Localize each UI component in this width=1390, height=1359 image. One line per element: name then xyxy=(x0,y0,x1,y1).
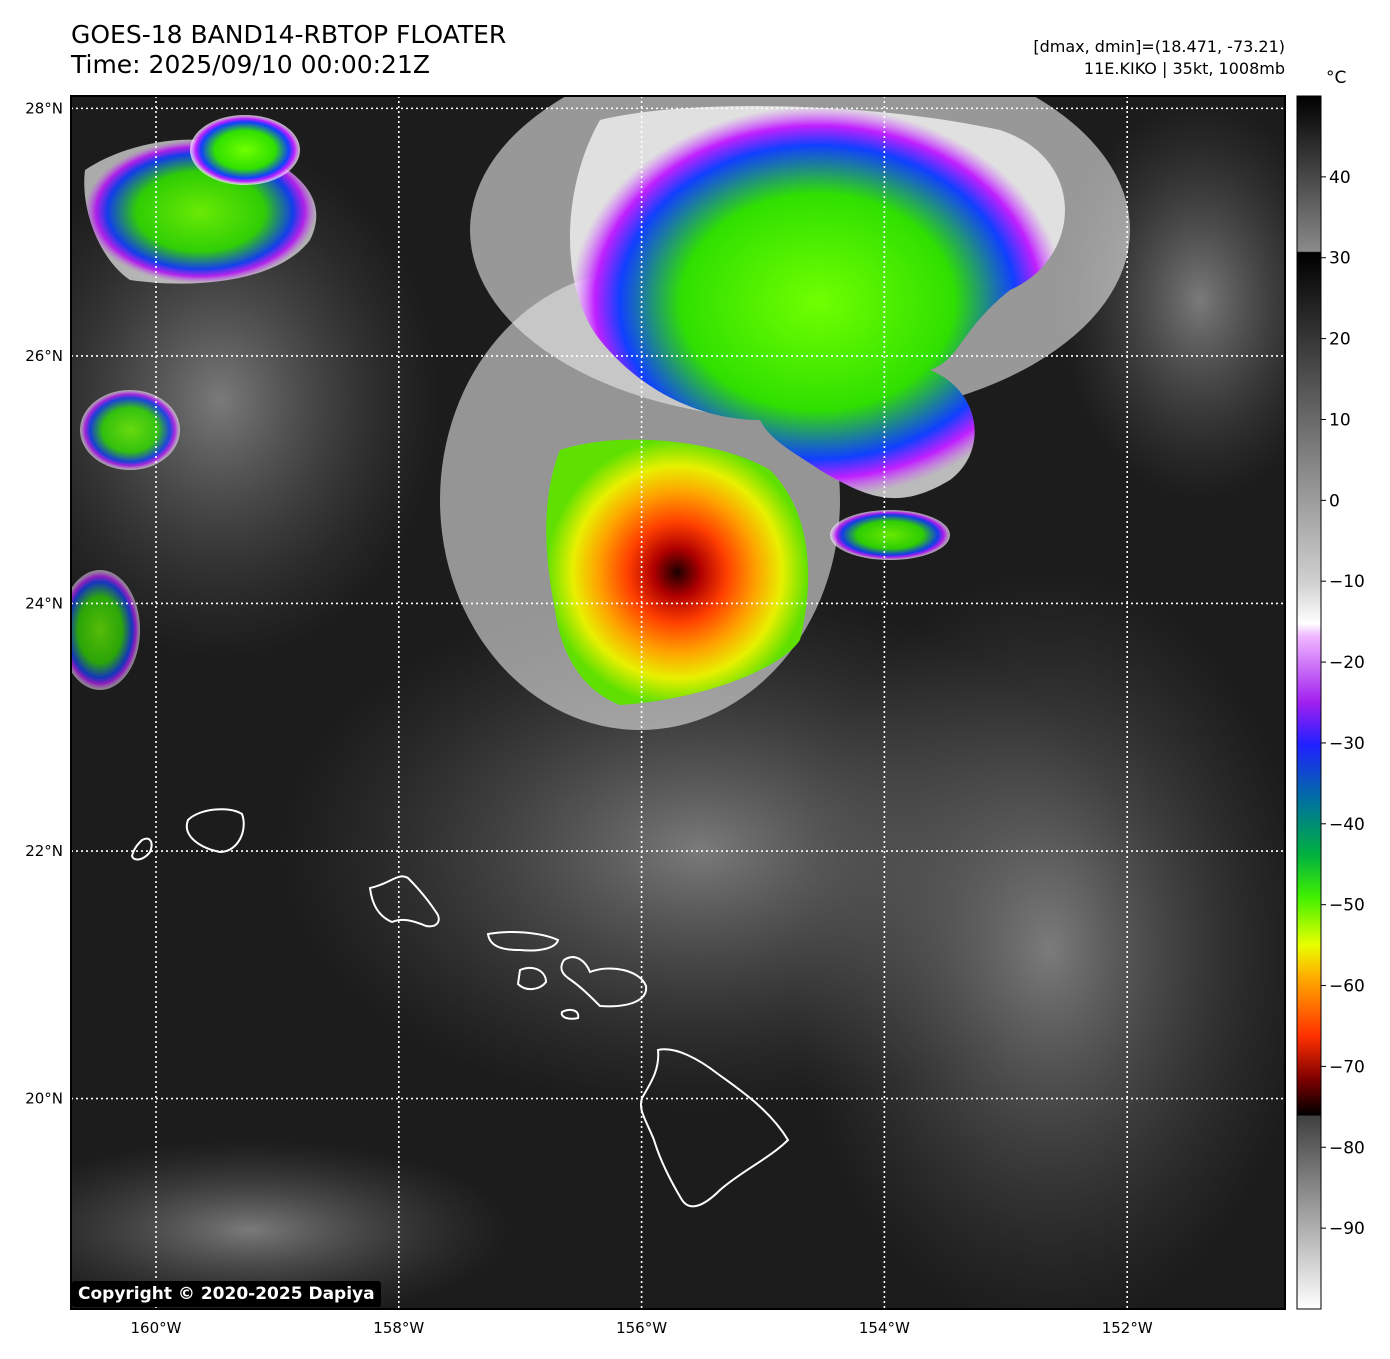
lon-tick-label: 154°W xyxy=(859,1319,910,1337)
kauai-coastline xyxy=(185,808,245,854)
data-range-stats: [dmax, dmin]=(18.471, -73.21) xyxy=(1033,37,1285,56)
copyright-badge: Copyright © 2020-2025 Dapiya xyxy=(72,1281,381,1307)
oahu-coastline xyxy=(368,875,440,928)
colorbar-tick-label: 20 xyxy=(1329,330,1351,350)
niihau-coastline xyxy=(130,837,153,861)
product-time: Time: 2025/09/10 00:00:21Z xyxy=(71,50,430,79)
colorbar-tick-label: −20 xyxy=(1329,653,1365,673)
lon-tick-label: 156°W xyxy=(616,1319,667,1337)
colorbar-tick-label: −60 xyxy=(1329,977,1365,997)
kahoolawe-coastline xyxy=(560,1009,580,1020)
colorbar-ticks: 40 30 20 10 0 −10 −20 −30 −40 −50 −60 −70 −80 −90 xyxy=(1321,168,1365,1239)
lat-tick-label: 24°N xyxy=(25,594,63,612)
lon-tick-label: 152°W xyxy=(1102,1319,1153,1337)
lat-tick-label: 20°N xyxy=(25,1090,63,1108)
cloud-imagery xyxy=(71,96,1285,1309)
big-island-coastline xyxy=(640,1048,790,1208)
colorbar-tick-label: −50 xyxy=(1329,896,1365,916)
colorbar-unit: °C xyxy=(1326,68,1347,88)
lanai-coastline xyxy=(516,966,548,990)
map-frame xyxy=(70,95,1286,1310)
storm-info: 11E.KIKO | 35kt, 1008mb xyxy=(1083,59,1285,78)
colorbar xyxy=(1296,95,1322,1310)
coastlines xyxy=(130,808,790,1208)
lat-tick-label: 28°N xyxy=(25,99,63,117)
maui-coastline xyxy=(560,956,648,1008)
lat-tick-label: 22°N xyxy=(25,842,63,860)
longitude-labels: 160°W 158°W 156°W 154°W 152°W xyxy=(130,1319,1152,1337)
lon-tick-label: 160°W xyxy=(130,1319,181,1337)
colorbar-tick-label: 10 xyxy=(1329,410,1351,430)
colorbar-tick-label: −80 xyxy=(1329,1138,1365,1158)
product-title: GOES-18 BAND14-RBTOP FLOATER xyxy=(71,20,507,49)
colorbar-tick-label: 0 xyxy=(1329,491,1340,511)
latitude-labels: 20°N 22°N 24°N 26°N 28°N xyxy=(25,99,63,1107)
colorbar-tick-label: 30 xyxy=(1329,249,1351,269)
lon-tick-label: 158°W xyxy=(373,1319,424,1337)
lat-tick-label: 26°N xyxy=(25,347,63,365)
colorbar-tick-label: −40 xyxy=(1329,815,1365,835)
colorbar-tick-label: −90 xyxy=(1329,1219,1365,1239)
colorbar-tick-label: −70 xyxy=(1329,1057,1365,1077)
molokai-coastline xyxy=(486,931,560,952)
colorbar-tick-label: −30 xyxy=(1329,734,1365,754)
colorbar-tick-label: −10 xyxy=(1329,572,1365,592)
colorbar-tick-label: 40 xyxy=(1329,168,1351,188)
